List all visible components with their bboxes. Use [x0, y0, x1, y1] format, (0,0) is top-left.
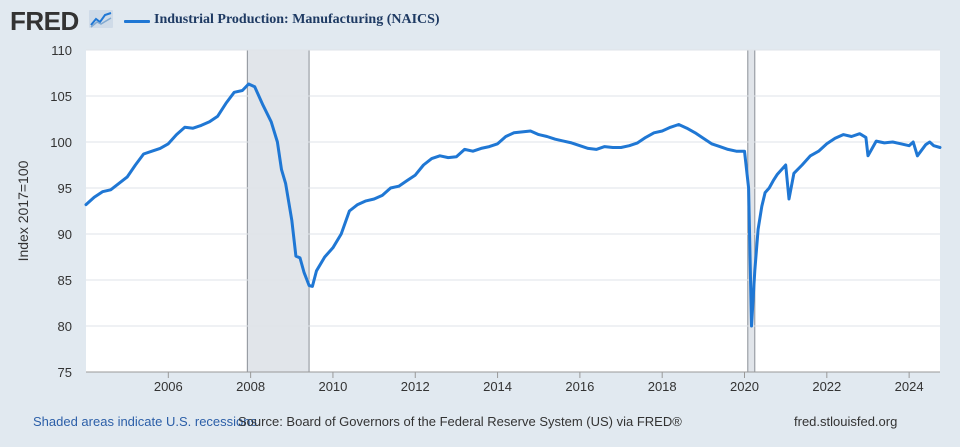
y-tick-label-90: 90	[58, 227, 72, 242]
x-tick-label-2010: 2010	[318, 379, 347, 394]
y-tick-label-75: 75	[58, 365, 72, 380]
y-tick-label-110: 110	[51, 43, 72, 58]
x-tick-label-2006: 2006	[154, 379, 183, 394]
y-tick-label-100: 100	[50, 135, 72, 150]
fred-chart-icon	[89, 10, 113, 28]
chart-header: FRED Industrial Production: Manufacturin…	[0, 0, 960, 40]
fred-logo[interactable]: FRED	[10, 6, 79, 36]
x-tick-label-2020: 2020	[730, 379, 759, 394]
y-axis-label: Index 2017=100	[15, 160, 31, 261]
x-tick-label-2008: 2008	[236, 379, 265, 394]
x-tick-label-2022: 2022	[812, 379, 841, 394]
x-tick-label-2024: 2024	[895, 379, 924, 394]
x-tick-label-2016: 2016	[565, 379, 594, 394]
recession-band-1	[747, 50, 755, 372]
legend-line-icon	[124, 20, 150, 23]
y-tick-label-85: 85	[58, 273, 72, 288]
recession-note-link[interactable]: Shaded areas indicate U.S. recessions	[33, 414, 258, 429]
legend-label[interactable]: Industrial Production: Manufacturing (NA…	[154, 12, 440, 27]
source-text: Source: Board of Governors of the Federa…	[238, 414, 682, 429]
site-link[interactable]: fred.stlouisfed.org	[794, 414, 898, 429]
recession-band-0	[247, 50, 310, 372]
x-tick-label-2014: 2014	[483, 379, 512, 394]
y-tick-label-95: 95	[58, 181, 72, 196]
x-tick-label-2012: 2012	[401, 379, 430, 394]
series-line-0	[84, 82, 942, 328]
plot-area	[86, 50, 940, 372]
y-tick-label-80: 80	[58, 319, 72, 334]
y-tick-label-105: 105	[50, 89, 72, 104]
x-tick-label-2018: 2018	[648, 379, 677, 394]
